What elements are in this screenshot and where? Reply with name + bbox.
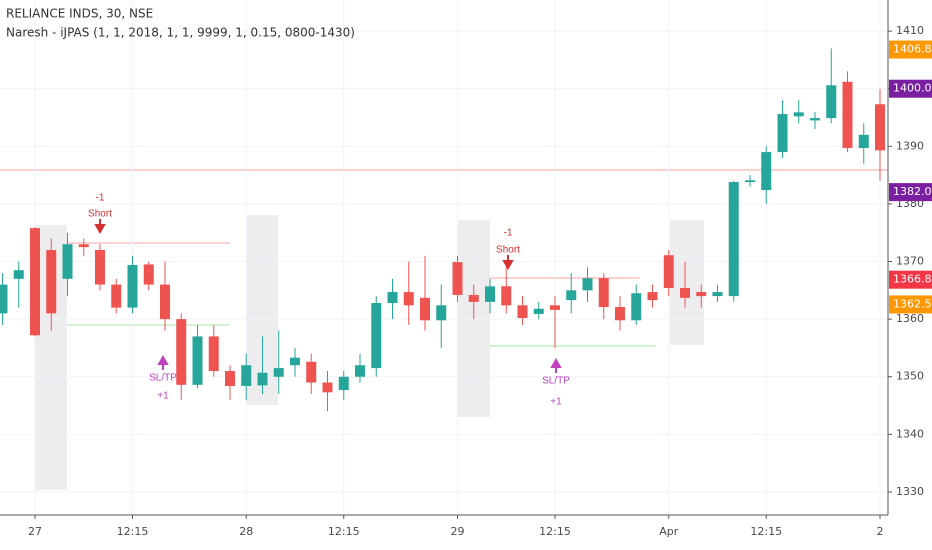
candle-body <box>371 303 382 369</box>
candle-body <box>62 244 73 279</box>
candle-body <box>761 152 772 191</box>
candle-body <box>680 288 690 298</box>
candle-body <box>696 292 707 297</box>
price-label: 1366.85 <box>893 273 932 286</box>
candle-body <box>875 104 885 151</box>
candle-body <box>842 81 853 149</box>
candle-body <box>290 357 300 366</box>
candle-body <box>273 368 284 377</box>
candle-body <box>810 118 820 121</box>
candle-body <box>192 336 203 385</box>
signal-arrow <box>157 354 169 370</box>
candle-body <box>111 284 122 308</box>
candle-body <box>550 305 560 310</box>
candle-body <box>598 278 609 308</box>
y-tick-label: 1390 <box>896 139 924 152</box>
y-tick-label: 1330 <box>896 485 924 498</box>
price-label: 1400.00 <box>893 82 932 95</box>
candle-body <box>663 255 674 289</box>
x-tick-label: 12:15 <box>750 525 782 538</box>
x-tick-label: 2 <box>877 525 884 538</box>
candle-body <box>127 264 138 308</box>
x-tick-label: 12:15 <box>328 525 360 538</box>
candle-body <box>615 307 625 321</box>
candle-body <box>436 305 447 321</box>
price-label: 1406.80 <box>893 43 932 56</box>
candle-body <box>647 292 658 301</box>
x-tick-label: Apr <box>659 525 679 538</box>
candle-body <box>582 278 593 291</box>
candle-body <box>241 365 252 386</box>
candle-body <box>533 308 544 314</box>
candle-body <box>338 376 349 390</box>
candle-body <box>712 292 723 297</box>
candle-body <box>485 286 495 302</box>
candle-body <box>452 262 463 295</box>
candle-body <box>403 292 414 306</box>
candle-body <box>208 336 219 371</box>
annotation: Short <box>88 209 112 220</box>
candle-body <box>143 264 154 285</box>
y-tick-label: 1410 <box>896 24 924 37</box>
y-tick-label: 1370 <box>896 255 924 268</box>
y-tick-label: 1360 <box>896 312 924 325</box>
candle-body <box>387 292 398 304</box>
annotation: -1 <box>504 228 513 239</box>
signal-arrow <box>550 357 562 373</box>
price-label: 1382.05 <box>893 185 932 198</box>
y-tick-label: 1350 <box>896 370 924 383</box>
labels: 1330134013501360137013801390140014102712… <box>28 24 932 538</box>
candle-body <box>777 114 788 153</box>
candle-body <box>468 294 479 302</box>
candle-body <box>176 319 187 385</box>
price-label: 1362.55 <box>893 297 932 310</box>
candle-body <box>631 293 642 321</box>
candle-body <box>225 370 235 386</box>
candle-body <box>257 372 268 386</box>
candle-body <box>322 382 333 393</box>
annotation: Short <box>496 245 520 256</box>
candles <box>0 48 885 412</box>
candle-body <box>78 244 89 248</box>
candle-body <box>745 180 755 183</box>
x-tick-label: 12:15 <box>539 525 571 538</box>
signal-arrow <box>502 255 514 271</box>
candle-body <box>0 284 8 314</box>
annotation: SL/TP <box>149 373 177 384</box>
indicator-boxes <box>0 169 888 490</box>
candle-body <box>826 85 837 119</box>
candle-body <box>355 365 365 377</box>
candle-body <box>566 290 577 301</box>
annotation: +1 <box>550 397 562 408</box>
candle-body <box>95 250 105 285</box>
price-label-bg <box>889 79 932 98</box>
candle-body <box>160 284 170 320</box>
chart-title: RELIANCE INDS, 30, NSE <box>6 7 153 21</box>
x-tick-label: 28 <box>239 525 253 538</box>
candle-body <box>517 305 528 318</box>
candle-body <box>501 286 512 306</box>
candle-body <box>793 112 804 117</box>
candle-body <box>30 228 40 336</box>
x-tick-label: 29 <box>451 525 465 538</box>
indicator-title: Naresh - iJPAS (1, 1, 2018, 1, 1, 9999, … <box>6 26 355 40</box>
signal-arrow <box>94 219 106 235</box>
candle-body <box>13 270 24 279</box>
candle-body <box>420 297 430 321</box>
x-tick-label: 12:15 <box>117 525 149 538</box>
price-label-bg <box>889 295 932 314</box>
candle-body <box>728 182 739 297</box>
candle-body <box>46 250 57 314</box>
annotation: SL/TP <box>542 376 570 387</box>
y-tick-label: 1340 <box>896 427 924 440</box>
annotation: -1 <box>96 193 105 204</box>
price-label-bg <box>889 183 932 202</box>
price-label-bg <box>889 40 932 59</box>
candle-body <box>858 134 869 149</box>
annotation: +1 <box>157 391 169 402</box>
candle-body <box>306 361 317 383</box>
x-tick-label: 27 <box>28 525 42 538</box>
price-label-bg <box>889 270 932 289</box>
